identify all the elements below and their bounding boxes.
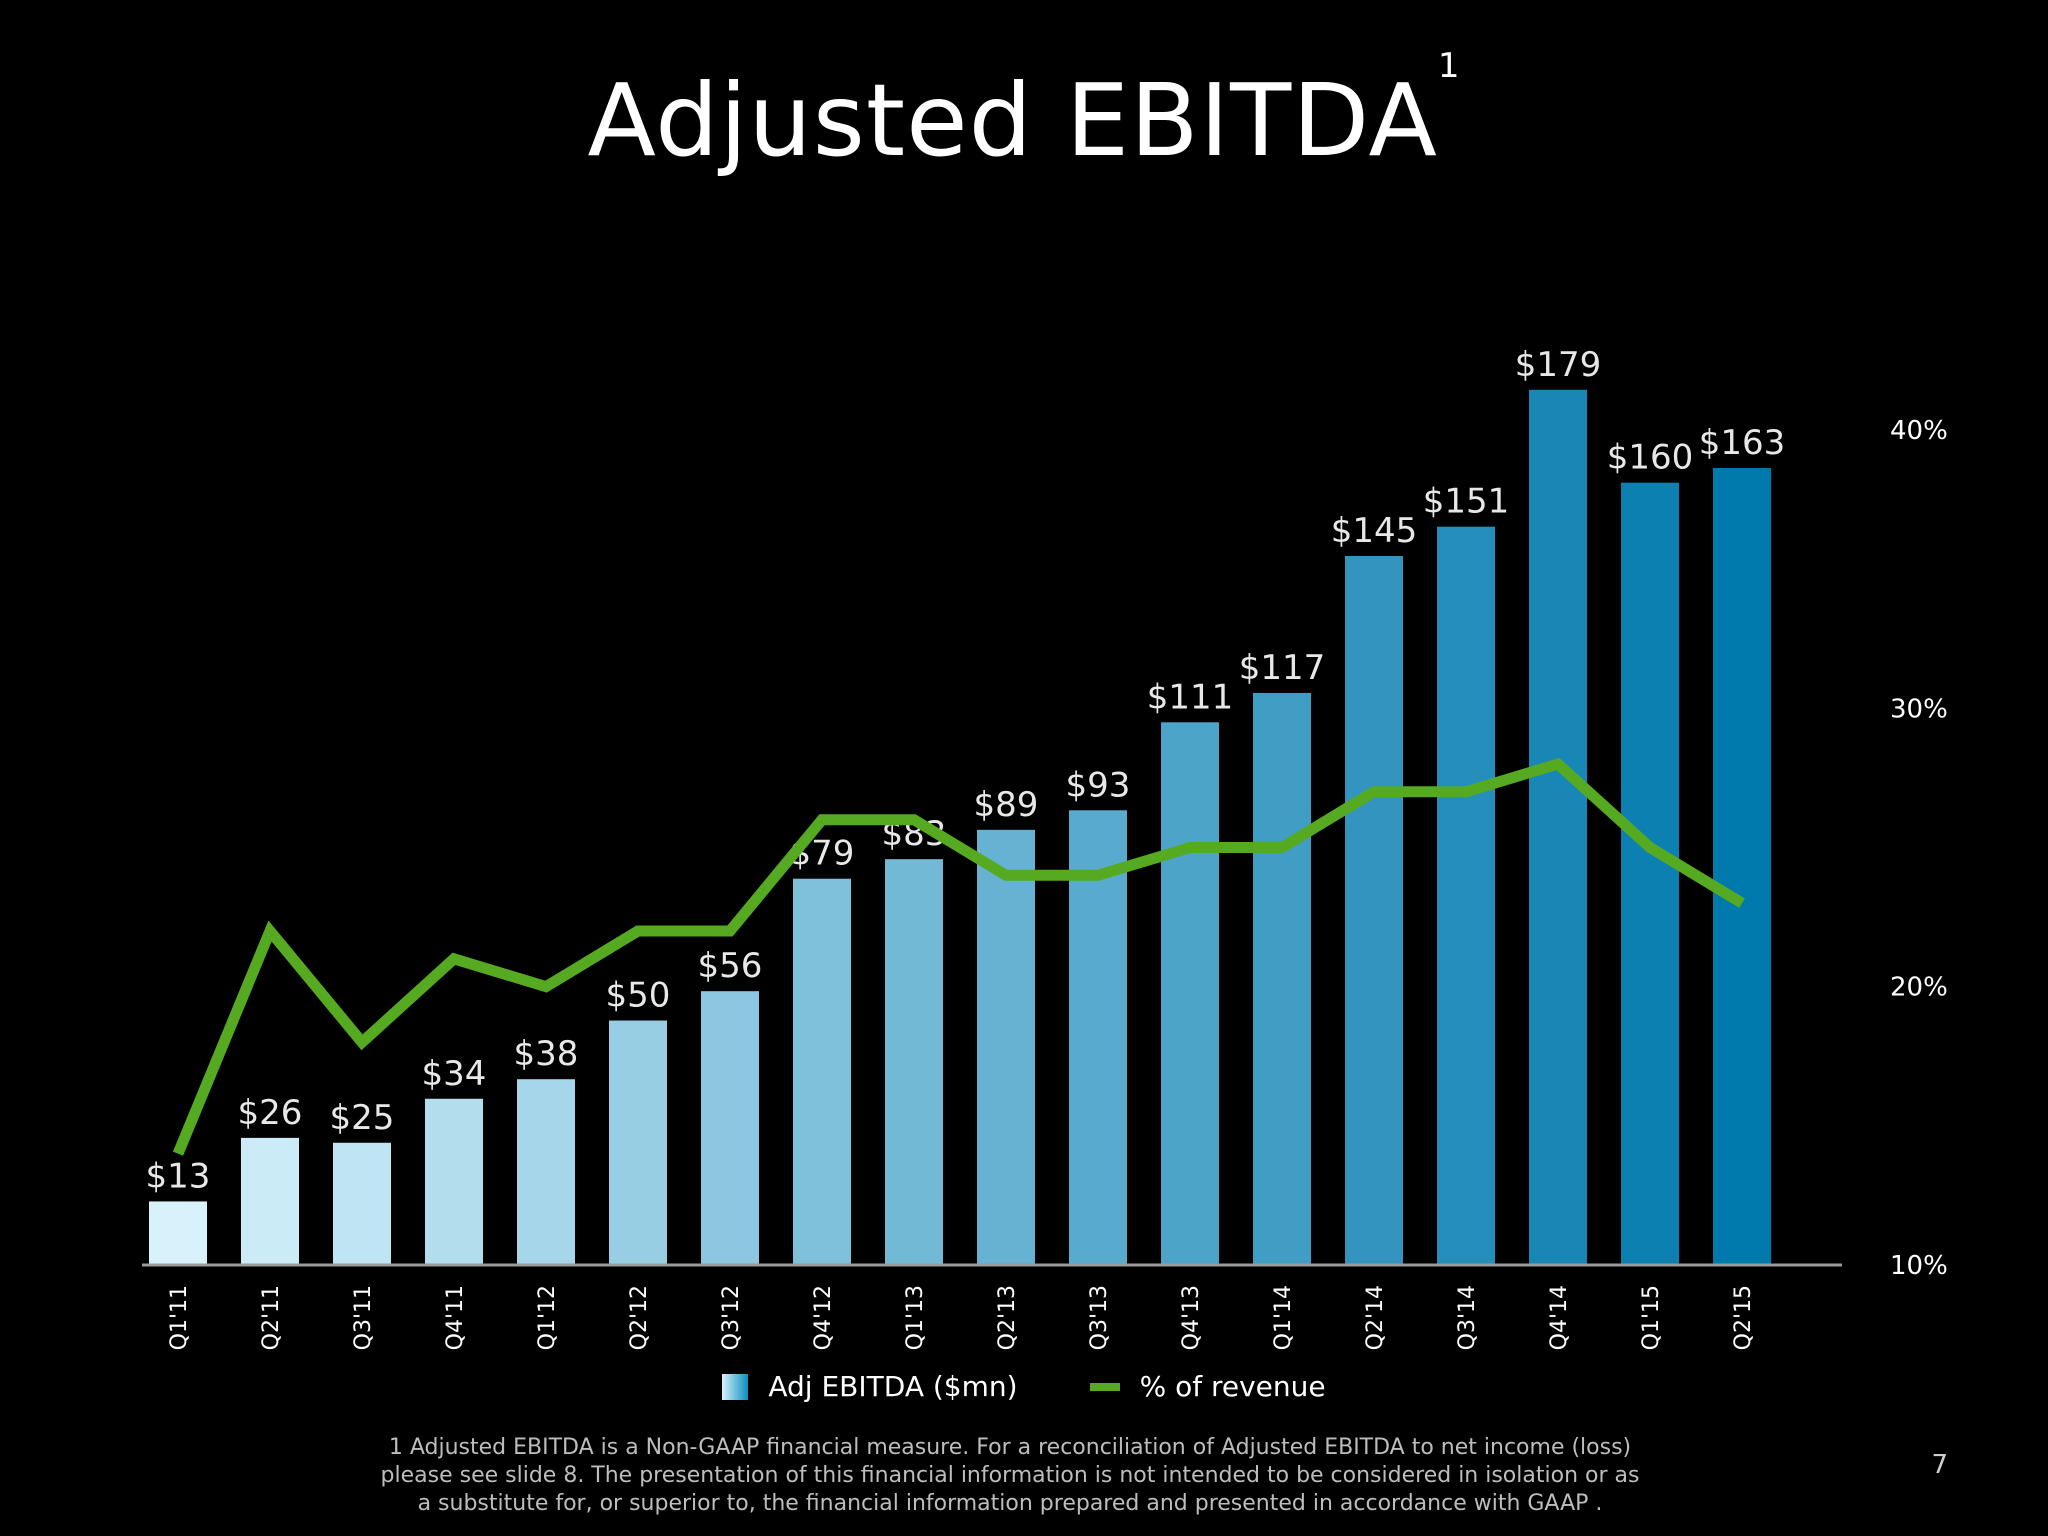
bar-Q4'14 bbox=[1529, 389, 1587, 1265]
x-tick-label: Q3'11 bbox=[351, 1285, 376, 1350]
bar-Q1'15 bbox=[1621, 482, 1679, 1265]
x-tick-label: Q2'11 bbox=[259, 1285, 284, 1350]
x-tick-label: Q4'11 bbox=[443, 1285, 468, 1350]
x-tick-label: Q1'12 bbox=[535, 1285, 560, 1350]
bar-Q3'14 bbox=[1437, 526, 1495, 1265]
y2-tick-label: 30% bbox=[1890, 694, 1948, 724]
x-tick-label: Q3'14 bbox=[1455, 1285, 1480, 1350]
bar-data-label: $34 bbox=[422, 1054, 487, 1094]
slide-title-text: Adjusted EBITDA bbox=[587, 62, 1438, 179]
y2-tick-labels: 10% 20% 30% 40% bbox=[1890, 416, 1948, 1281]
bar-data-label: $89 bbox=[974, 785, 1039, 825]
bar-Q4'13 bbox=[1161, 722, 1219, 1265]
page-number: 7 bbox=[1931, 1450, 1948, 1480]
footnote: 1 Adjusted EBITDA is a Non-GAAP financia… bbox=[380, 1435, 1640, 1516]
legend: Adj EBITDA ($mn) % of revenue bbox=[0, 1370, 2048, 1403]
bar-data-label: $111 bbox=[1147, 677, 1234, 717]
x-tick-label: Q4'14 bbox=[1547, 1285, 1572, 1350]
bar-Q1'12 bbox=[517, 1079, 575, 1265]
x-tick-label: Q2'14 bbox=[1363, 1285, 1388, 1350]
legend-item-bar: Adj EBITDA ($mn) bbox=[722, 1370, 1018, 1403]
bar-data-label: $56 bbox=[698, 946, 763, 986]
bar-data-label: $151 bbox=[1423, 482, 1510, 522]
bar-data-label: $160 bbox=[1607, 438, 1694, 478]
bar-Q2'12 bbox=[609, 1020, 667, 1265]
x-tick-label: Q3'12 bbox=[719, 1285, 744, 1350]
slide-title: Adjusted EBITDA1 bbox=[0, 46, 2048, 179]
x-tick-labels: Q1'11 Q2'11 Q3'11 Q4'11 Q1'12 Q2'12 Q3'12 Q4'12… bbox=[167, 1285, 1756, 1350]
bar-Q2'15 bbox=[1713, 468, 1771, 1265]
y2-tick-label: 10% bbox=[1890, 1251, 1948, 1281]
bar-Q2'11 bbox=[241, 1137, 299, 1265]
bar-data-label: $26 bbox=[238, 1093, 303, 1133]
legend-item-line: % of revenue bbox=[1089, 1370, 1326, 1403]
bar-series bbox=[149, 389, 1771, 1265]
x-tick-label: Q2'13 bbox=[995, 1285, 1020, 1350]
bar-data-label: $163 bbox=[1699, 423, 1786, 463]
legend-line-swatch bbox=[1089, 1382, 1120, 1391]
bar-Q3'13 bbox=[1069, 810, 1127, 1265]
bar-data-label: $117 bbox=[1239, 648, 1326, 688]
x-tick-label: Q3'13 bbox=[1087, 1285, 1112, 1350]
x-tick-label: Q2'12 bbox=[627, 1285, 652, 1350]
legend-bar-swatch bbox=[722, 1373, 749, 1400]
x-tick-label: Q1'11 bbox=[167, 1285, 192, 1350]
bar-Q2'13 bbox=[977, 829, 1035, 1265]
x-tick-label: Q1'15 bbox=[1639, 1285, 1664, 1350]
bar-data-label: $25 bbox=[330, 1098, 395, 1138]
legend-bar-label: Adj EBITDA ($mn) bbox=[768, 1370, 1018, 1403]
bar-Q4'12 bbox=[793, 878, 851, 1265]
y2-tick-label: 40% bbox=[1890, 416, 1948, 446]
bar-Q2'14 bbox=[1345, 556, 1403, 1265]
bar-data-label: $93 bbox=[1066, 765, 1131, 805]
bar-data-labels: $13$26 $25$34 $38$50$56$79 $83$89 $93$111$11… bbox=[146, 345, 1786, 1197]
bar-Q1'11 bbox=[149, 1201, 207, 1265]
x-tick-label: Q4'13 bbox=[1179, 1285, 1204, 1350]
y2-tick-label: 20% bbox=[1890, 973, 1948, 1003]
bar-Q3'12 bbox=[701, 991, 759, 1265]
legend-line-label: % of revenue bbox=[1139, 1370, 1326, 1403]
bar-Q3'11 bbox=[333, 1142, 391, 1265]
x-tick-label: Q4'12 bbox=[811, 1285, 836, 1350]
x-tick-label: Q1'13 bbox=[903, 1285, 928, 1350]
bar-data-label: $13 bbox=[146, 1156, 211, 1196]
x-tick-label: Q1'14 bbox=[1271, 1285, 1296, 1350]
bar-data-label: $38 bbox=[514, 1034, 579, 1074]
title-footnote-marker: 1 bbox=[1437, 46, 1461, 86]
x-tick-label: Q2'15 bbox=[1731, 1285, 1756, 1350]
bar-Q4'11 bbox=[425, 1098, 483, 1265]
bar-Q1'14 bbox=[1253, 692, 1311, 1265]
bar-Q1'13 bbox=[885, 859, 943, 1265]
bar-data-label: $50 bbox=[606, 976, 671, 1016]
bar-data-label: $179 bbox=[1515, 345, 1602, 385]
bar-data-label: $145 bbox=[1331, 511, 1418, 551]
percent-of-revenue-line bbox=[172, 757, 1745, 1156]
